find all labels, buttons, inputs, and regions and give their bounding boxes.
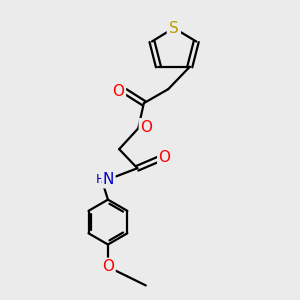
Text: O: O: [102, 260, 114, 274]
Text: O: O: [140, 119, 152, 134]
Text: H: H: [95, 173, 105, 186]
Text: O: O: [112, 84, 124, 99]
Text: O: O: [159, 150, 171, 165]
Text: N: N: [103, 172, 114, 187]
Text: S: S: [169, 20, 179, 35]
